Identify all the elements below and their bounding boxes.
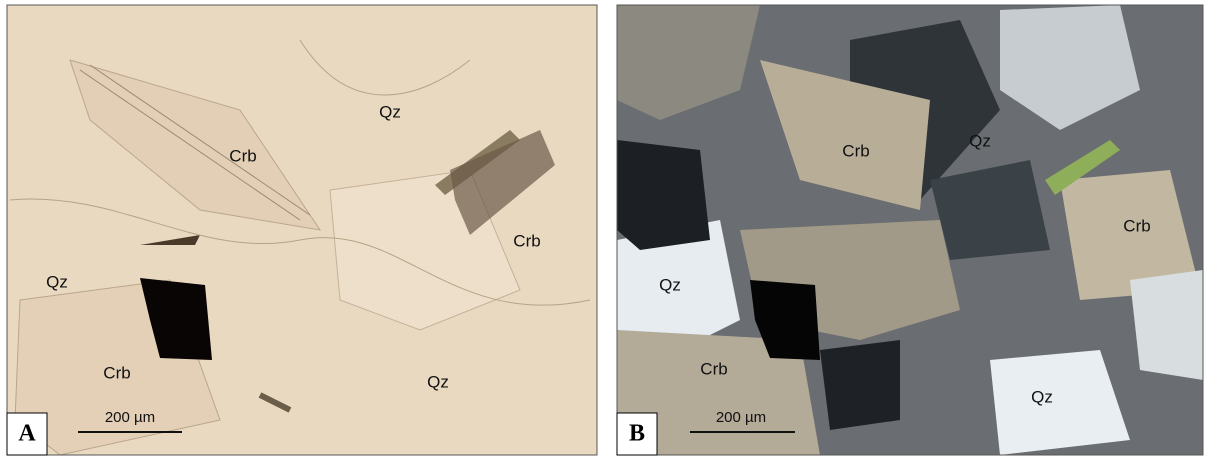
mineral-label: Crb (229, 146, 256, 165)
mineral-label: Qz (1031, 387, 1053, 406)
micrograph-b (617, 5, 1203, 455)
figure: Qz Crb Crb Qz Crb Qz 200 µm A Crb Qz Crb… (0, 0, 1208, 459)
panel-letter: A (18, 421, 36, 447)
mineral-label: Qz (379, 102, 401, 121)
micrograph-a (7, 5, 597, 455)
mineral-label: Qz (659, 275, 681, 294)
mineral-label: Crb (513, 231, 540, 250)
mineral-label: Crb (103, 363, 130, 382)
mineral-label: Qz (969, 131, 991, 150)
mineral-label: Crb (700, 359, 727, 378)
mineral-label: Crb (842, 141, 869, 160)
scale-bar-label: 200 µm (105, 409, 155, 426)
mineral-label: Qz (46, 272, 68, 291)
mineral-label: Qz (427, 372, 449, 391)
panel-letter: B (629, 421, 645, 447)
mineral-label: Crb (1123, 216, 1150, 235)
scale-bar-label: 200 µm (716, 409, 766, 426)
